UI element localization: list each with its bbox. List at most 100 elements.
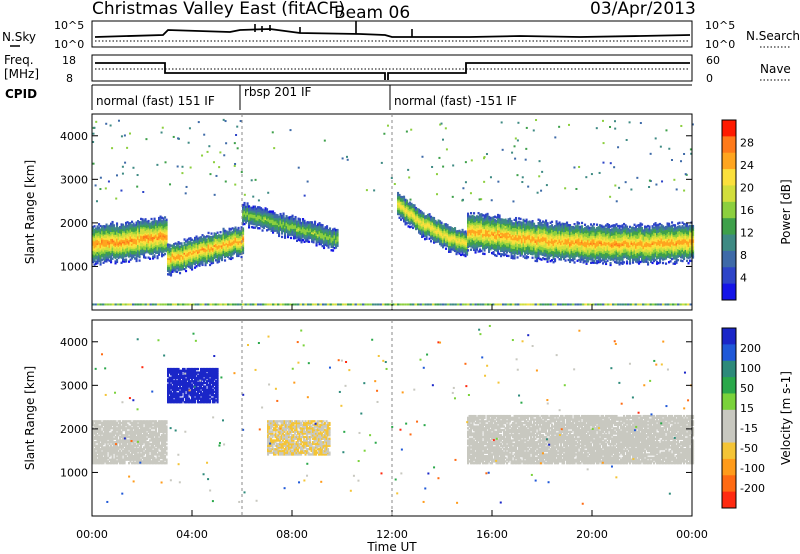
power-cell bbox=[240, 248, 243, 252]
power-cell bbox=[327, 228, 330, 232]
power-cell bbox=[323, 244, 326, 248]
power-cell bbox=[476, 216, 479, 220]
power-cell bbox=[297, 229, 300, 233]
power-cell bbox=[483, 223, 486, 226]
power-cell bbox=[436, 238, 439, 242]
power-cell bbox=[140, 247, 143, 250]
power-cell bbox=[123, 229, 126, 232]
power-cell bbox=[230, 242, 233, 245]
power-cell bbox=[210, 260, 213, 263]
power-cell bbox=[131, 224, 134, 227]
power-cell bbox=[203, 238, 206, 242]
power-cell bbox=[439, 241, 442, 244]
power-cell bbox=[251, 206, 254, 210]
power-cell bbox=[463, 246, 466, 250]
power-cell bbox=[445, 235, 448, 238]
power-cell bbox=[177, 256, 180, 260]
power-cell bbox=[254, 222, 257, 226]
power-cell bbox=[102, 254, 105, 257]
power-cell bbox=[239, 242, 242, 245]
power-cell bbox=[113, 246, 116, 250]
power-cell bbox=[483, 244, 486, 247]
power-cell bbox=[412, 205, 415, 209]
power-cell bbox=[413, 207, 416, 211]
power-cell bbox=[421, 214, 424, 218]
power-cell bbox=[108, 254, 111, 257]
power-cell bbox=[179, 263, 182, 266]
power-cell bbox=[194, 250, 197, 254]
power-cell bbox=[415, 220, 418, 224]
power-cell bbox=[108, 240, 111, 243]
power-cell bbox=[104, 230, 107, 233]
power-cell bbox=[147, 247, 150, 251]
power-cell bbox=[320, 239, 323, 242]
power-cell bbox=[201, 251, 204, 254]
power-cell bbox=[129, 223, 132, 227]
power-cell bbox=[269, 220, 272, 224]
power-cell bbox=[243, 215, 246, 219]
power-cell bbox=[495, 223, 498, 226]
power-cell bbox=[418, 212, 421, 215]
power-cell bbox=[156, 220, 159, 223]
power-cell bbox=[525, 218, 528, 221]
power-cell bbox=[436, 235, 439, 238]
power-cell bbox=[333, 236, 336, 239]
power-cell bbox=[477, 224, 480, 227]
power-cell bbox=[431, 222, 434, 225]
power-cell bbox=[224, 248, 227, 252]
power-cell bbox=[406, 206, 409, 209]
power-cell bbox=[132, 241, 135, 245]
power-cell bbox=[149, 252, 152, 255]
power-cell bbox=[122, 237, 125, 240]
power-cell bbox=[279, 214, 282, 218]
power-cell bbox=[431, 237, 434, 241]
power-cell bbox=[318, 239, 321, 242]
power-cell bbox=[491, 236, 494, 239]
power-cell bbox=[260, 219, 263, 222]
power-cell bbox=[219, 243, 222, 246]
power-cell bbox=[161, 234, 164, 237]
power-cell bbox=[267, 228, 270, 231]
power-cell bbox=[482, 228, 485, 231]
power-cell bbox=[440, 221, 443, 224]
power-cell bbox=[227, 232, 230, 236]
power-cell bbox=[186, 257, 189, 261]
power-cell bbox=[92, 225, 95, 229]
power-cell bbox=[99, 238, 102, 242]
power-cell bbox=[117, 230, 120, 233]
power-cell bbox=[468, 243, 471, 246]
power-cell bbox=[107, 248, 110, 251]
power-cell bbox=[318, 237, 321, 241]
power-cell bbox=[406, 218, 409, 221]
power-cell bbox=[476, 222, 479, 225]
power-cell bbox=[126, 231, 129, 234]
power-cell bbox=[102, 247, 105, 251]
power-cell bbox=[119, 239, 122, 243]
power-cell bbox=[141, 226, 144, 230]
power-cell bbox=[474, 228, 477, 231]
power-cell bbox=[155, 237, 158, 240]
power-cell bbox=[294, 224, 297, 228]
power-cell bbox=[108, 252, 111, 255]
power-cell bbox=[122, 225, 125, 228]
power-cell bbox=[424, 220, 427, 223]
power-cell bbox=[436, 224, 439, 228]
power-cell bbox=[201, 258, 204, 261]
power-cell bbox=[434, 221, 437, 224]
power-cell bbox=[132, 255, 135, 259]
power-cell bbox=[237, 230, 240, 233]
nave-tick-high: 60 bbox=[706, 54, 720, 67]
power-cell bbox=[468, 215, 471, 218]
power-cell bbox=[261, 225, 264, 229]
power-cell bbox=[266, 209, 269, 213]
power-cell bbox=[494, 231, 497, 234]
power-cell bbox=[240, 226, 243, 229]
power-cell bbox=[330, 235, 333, 238]
power-cell bbox=[317, 232, 320, 235]
power-cell bbox=[134, 246, 137, 250]
power-cell bbox=[422, 219, 425, 222]
power-cell bbox=[296, 234, 299, 237]
power-cell bbox=[330, 238, 333, 241]
power-cell bbox=[185, 245, 188, 248]
power-cell bbox=[221, 250, 224, 253]
